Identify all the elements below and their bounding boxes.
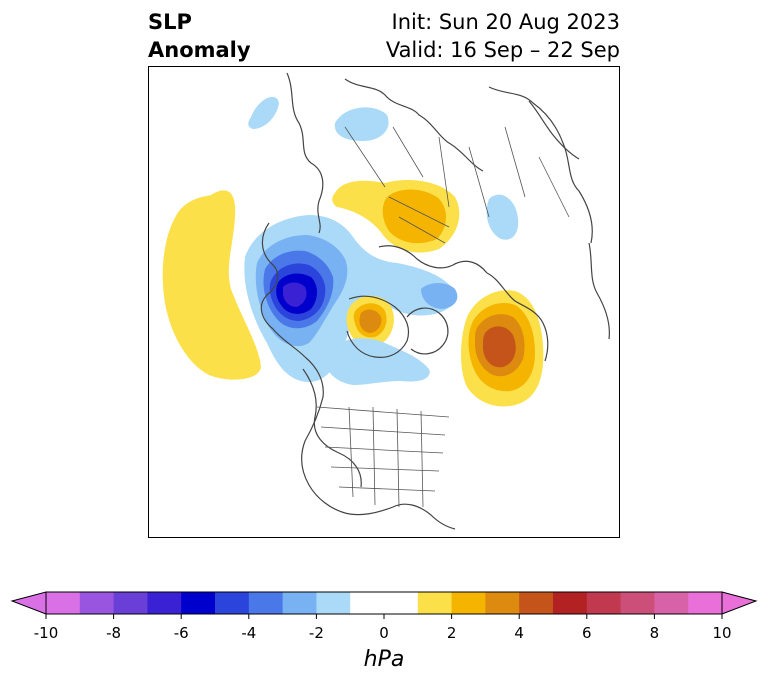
colorbar-tick-label: -8	[106, 624, 122, 642]
forecast-dates: Init: Sun 20 Aug 2023 Valid: 16 Sep – 22…	[386, 8, 620, 64]
colorbar-segment	[113, 592, 148, 614]
colorbar-segment	[620, 592, 655, 614]
colorbar-unit: hPa	[363, 647, 405, 672]
colorbar-tick-label: -6	[173, 624, 189, 642]
colorbar-tick-label: 10	[712, 624, 732, 642]
colorbar-tick-label: -10	[33, 624, 59, 642]
colorbar-segment	[654, 592, 689, 614]
colorbar-tick-label: 6	[582, 624, 592, 642]
polar-positive-orange	[359, 309, 382, 333]
canada-negative-anomaly	[325, 338, 430, 385]
colorbar-segment	[586, 592, 622, 614]
bering-negative-anomaly	[248, 96, 279, 129]
asia-negative-purple	[283, 282, 307, 307]
colorbar-segment	[553, 592, 588, 614]
colorbar-tick-label: 4	[514, 624, 524, 642]
colorbar-segment	[451, 592, 486, 614]
colorbar-segment	[417, 592, 453, 614]
colorbar-segment	[350, 592, 385, 614]
anomaly-map	[148, 66, 620, 538]
colorbar-overflow-arrow	[721, 591, 758, 615]
colorbar-segment	[316, 592, 351, 614]
valid-period: Valid: 16 Sep – 22 Sep	[385, 38, 620, 62]
colorbar-segment	[485, 592, 520, 614]
colorbar-segment	[181, 592, 216, 614]
colorbar-tick-label: -2	[308, 624, 324, 642]
colorbar-segments	[46, 592, 723, 614]
political-borders	[316, 126, 570, 508]
colorbar-tick-label: -4	[241, 624, 257, 642]
colorbar-segment	[384, 592, 419, 614]
colorbar-segment	[688, 592, 723, 614]
kara-negative-anomaly	[486, 194, 519, 240]
init-date: Init: Sun 20 Aug 2023	[391, 10, 620, 34]
title-line-2: Anomaly	[148, 38, 251, 62]
colorbar-segment	[79, 592, 115, 614]
map-title: SLP Anomaly	[148, 8, 251, 64]
barents-negative-anomaly	[421, 283, 458, 309]
coastlines	[260, 72, 610, 530]
siberia-negative-anomaly	[334, 107, 389, 141]
atlantic-positive-core	[483, 326, 516, 368]
colorbar-tick-label: 2	[446, 624, 457, 642]
map-canvas	[162, 72, 610, 530]
colorbar-tick-label: 8	[649, 624, 660, 642]
colorbar-underflow-arrow	[10, 591, 47, 615]
colorbar-segment	[46, 592, 81, 614]
colorbar-segment	[147, 592, 182, 614]
title-line-1: SLP	[148, 10, 192, 34]
colorbar-segment	[248, 592, 284, 614]
colorbar	[10, 591, 758, 619]
colorbar-tick-label: 0	[379, 624, 389, 642]
colorbar-segment	[215, 592, 250, 614]
colorbar-ticks	[45, 614, 723, 619]
pacific-positive-anomaly	[162, 190, 261, 380]
colorbar-segment	[282, 592, 317, 614]
arctic-gold-core	[382, 189, 446, 244]
colorbar-segment	[519, 592, 554, 614]
